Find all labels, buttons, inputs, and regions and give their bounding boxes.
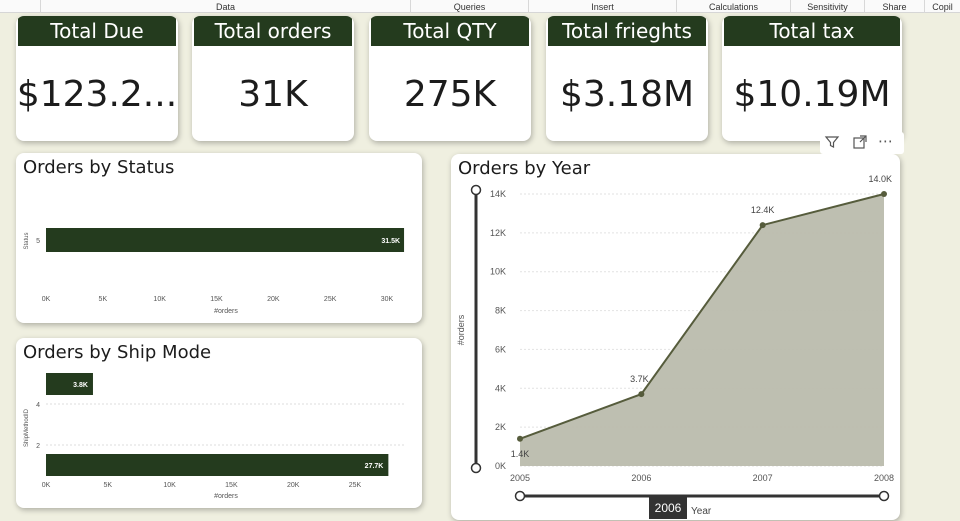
x-tick-label: 2005 bbox=[510, 473, 530, 483]
kpi-card-total-orders[interactable]: Total orders 31K bbox=[192, 16, 354, 141]
x-range-slider-handle bbox=[878, 490, 890, 502]
y-range-slider-handle bbox=[470, 462, 482, 474]
kpi-value: 31K bbox=[238, 74, 308, 115]
y-tick-label: 8K bbox=[495, 306, 506, 316]
ribbon-group-data[interactable]: Data bbox=[40, 0, 410, 13]
ribbon-label: Insert bbox=[591, 2, 614, 12]
y-tick-label: 6K bbox=[495, 344, 506, 354]
ship-mode-bar-chart: 0K 5K 10K 15K 20K 25K #orders ShipMethodID 4 2 3.8… bbox=[24, 373, 406, 500]
x-tick-label: 2006 bbox=[631, 473, 651, 483]
kpi-card-total-qty[interactable]: Total QTY 275K bbox=[369, 16, 531, 141]
ribbon-label: Sensitivity bbox=[807, 2, 848, 12]
filter-icon[interactable] bbox=[824, 134, 840, 154]
x-axis-title: Year bbox=[691, 506, 712, 517]
data-label: 3.7K bbox=[630, 374, 649, 384]
orders-by-ship-mode-visual[interactable]: Orders by Ship Mode 0K 5K 10K 15K 20K 25K #ord… bbox=[16, 338, 422, 508]
orders-by-year-visual[interactable]: Orders by Year 0K 2K 4K 6K 8K 10K 12K 14K #order… bbox=[451, 154, 900, 520]
ribbon-label: Share bbox=[882, 2, 907, 12]
visual-header-toolbar: ⋯ bbox=[820, 132, 904, 154]
kpi-title: Total QTY bbox=[371, 16, 529, 46]
data-label: 3.8K bbox=[73, 382, 88, 389]
kpi-card-total-tax[interactable]: Total tax $10.19M bbox=[722, 16, 902, 141]
y-tick-label: 2K bbox=[495, 422, 506, 432]
slider-tooltip bbox=[649, 497, 687, 519]
y-tick-label: 0K bbox=[495, 461, 506, 471]
kpi-value: $10.19M bbox=[733, 74, 891, 115]
kpi-card-total-due[interactable]: Total Due $123.2... bbox=[16, 16, 178, 141]
focus-mode-icon[interactable] bbox=[852, 134, 868, 154]
y-tick-label: 2 bbox=[36, 443, 40, 450]
x-axis-title: #orders bbox=[214, 308, 238, 315]
y-tick-label: 12K bbox=[490, 228, 506, 238]
ribbon-group-queries[interactable]: Queries bbox=[410, 0, 528, 13]
kpi-value: $123.2... bbox=[16, 74, 178, 115]
x-tick-label: 2007 bbox=[753, 473, 773, 483]
ribbon-label: Calculations bbox=[708, 2, 759, 12]
data-point bbox=[517, 435, 523, 442]
kpi-title: Total tax bbox=[724, 16, 900, 46]
ribbon-label: Data bbox=[215, 2, 235, 12]
data-label: 1.4K bbox=[511, 449, 530, 459]
kpi-title: Total Due bbox=[18, 16, 176, 46]
x-tick-label: 0K bbox=[42, 296, 51, 303]
x-tick-label: 30K bbox=[381, 296, 394, 303]
x-tick-label: 20K bbox=[287, 482, 300, 489]
x-tick-label: 20K bbox=[267, 296, 280, 303]
ribbon-label: Copil bbox=[932, 2, 953, 12]
x-tick-label: 15K bbox=[210, 296, 223, 303]
y-axis-title: Status bbox=[24, 232, 30, 249]
x-tick-label: 2008 bbox=[874, 473, 894, 483]
ribbon-group-share[interactable]: Share bbox=[864, 0, 924, 13]
slider-tooltip-label: 2006 bbox=[655, 501, 682, 515]
data-label: 14.0K bbox=[868, 174, 892, 184]
data-point bbox=[638, 391, 645, 398]
bar bbox=[46, 373, 93, 395]
data-point bbox=[759, 222, 766, 229]
bar bbox=[46, 454, 389, 476]
x-tick-label: 15K bbox=[225, 482, 238, 489]
kpi-value: $3.18M bbox=[559, 74, 695, 115]
year-area-chart: 0K 2K 4K 6K 8K 10K 12K 14K #orders 1.4K 3.7K 12.4K 1… bbox=[456, 174, 894, 519]
data-label: 12.4K bbox=[751, 205, 775, 215]
data-label: 27.7K bbox=[365, 463, 384, 470]
y-tick-label: 4K bbox=[495, 383, 506, 393]
x-tick-label: 5K bbox=[104, 482, 113, 489]
visual-title: Orders by Ship Mode bbox=[23, 342, 212, 363]
kpi-title: Total frieghts bbox=[548, 16, 706, 46]
x-tick-label: 10K bbox=[163, 482, 176, 489]
more-options-icon[interactable]: ⋯ bbox=[878, 132, 893, 150]
status-bar-chart: 0K 5K 10K 15K 20K 25K 30K #orders Status 5 31.5K bbox=[24, 228, 405, 315]
ribbon-group-calculations[interactable]: Calculations bbox=[676, 0, 790, 13]
data-point bbox=[881, 191, 887, 197]
x-range-slider-handle bbox=[514, 490, 526, 502]
ribbon-label: Queries bbox=[453, 2, 486, 12]
y-tick-label: 4 bbox=[36, 402, 40, 409]
y-tick-label: 10K bbox=[490, 267, 506, 277]
ribbon-group-insert[interactable]: Insert bbox=[528, 0, 676, 13]
x-tick-label: 5K bbox=[99, 296, 108, 303]
y-axis-title: ShipMethodID bbox=[24, 408, 30, 447]
area-fill bbox=[520, 194, 884, 466]
ribbon-group-copilot[interactable]: Copil bbox=[924, 0, 960, 13]
x-tick-label: 0K bbox=[42, 482, 51, 489]
ribbon-group-sensitivity[interactable]: Sensitivity bbox=[790, 0, 864, 13]
y-range-slider-handle bbox=[470, 184, 482, 196]
kpi-title: Total orders bbox=[194, 16, 352, 46]
bar bbox=[46, 228, 405, 252]
x-tick-label: 25K bbox=[349, 482, 362, 489]
kpi-value: 275K bbox=[403, 74, 497, 115]
x-axis-title: #orders bbox=[214, 493, 238, 500]
y-tick-label: 5 bbox=[36, 238, 40, 245]
ribbon-bar: Data Queries Insert Calculations Sensiti… bbox=[0, 0, 960, 13]
kpi-card-total-freights[interactable]: Total frieghts $3.18M bbox=[546, 16, 708, 141]
visual-title: Orders by Year bbox=[458, 158, 591, 179]
y-tick-label: 14K bbox=[490, 189, 506, 199]
y-axis-title: #orders bbox=[456, 314, 466, 345]
visual-title: Orders by Status bbox=[23, 157, 175, 178]
data-label: 31.5K bbox=[381, 238, 400, 245]
x-tick-label: 25K bbox=[324, 296, 337, 303]
series-line bbox=[519, 193, 885, 440]
x-tick-label: 10K bbox=[153, 296, 166, 303]
orders-by-status-visual[interactable]: Orders by Status 0K 5K 10K 15K 20K 25K 30K #ord… bbox=[16, 153, 422, 323]
